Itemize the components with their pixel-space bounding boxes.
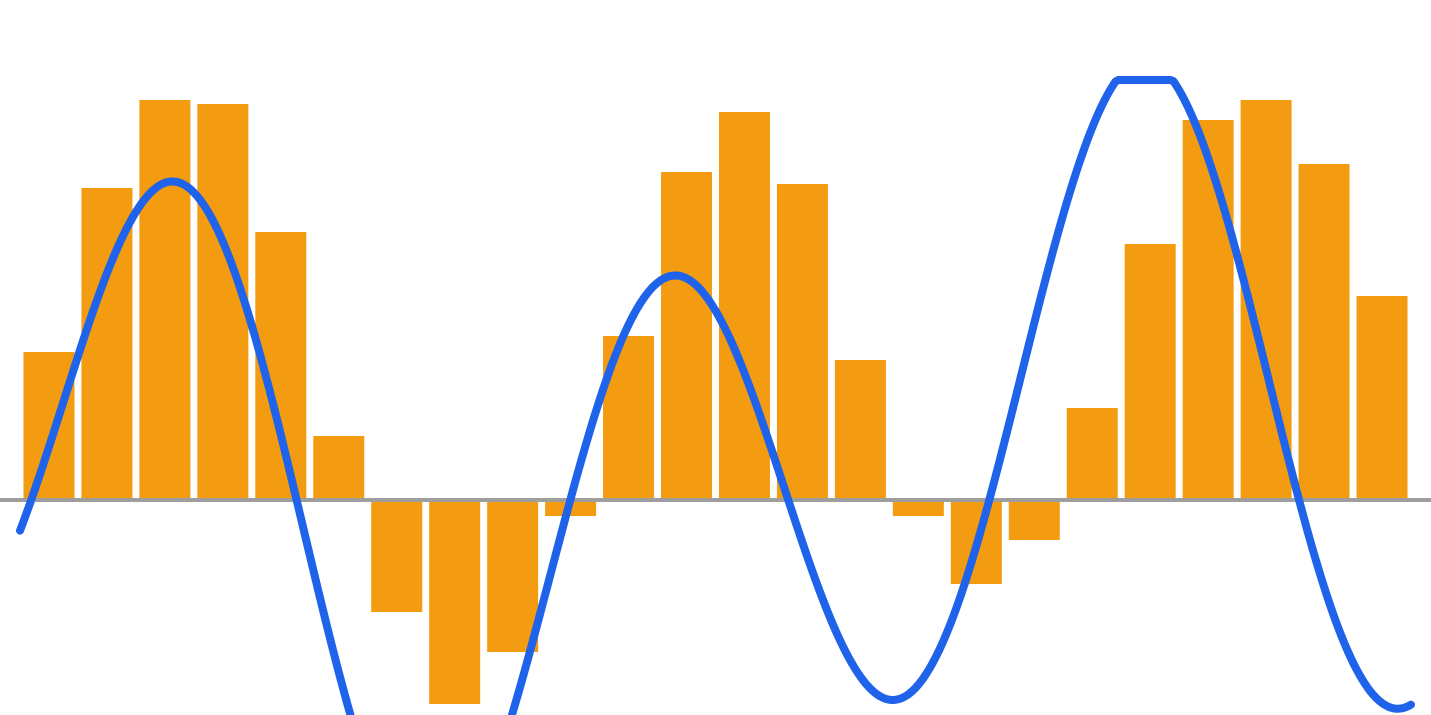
bar — [1299, 164, 1350, 500]
wave-bar-chart — [0, 0, 1431, 715]
bar — [777, 184, 828, 500]
bar — [313, 436, 364, 500]
bar — [429, 500, 480, 704]
bar — [1067, 408, 1118, 500]
bar — [1125, 244, 1176, 500]
bar — [139, 100, 190, 500]
bar — [371, 500, 422, 612]
bar — [661, 172, 712, 500]
bar — [1357, 296, 1408, 500]
bar — [1009, 500, 1060, 540]
bar — [893, 500, 944, 516]
bar — [1183, 120, 1234, 500]
bar — [719, 112, 770, 500]
chart-container — [0, 0, 1431, 715]
bar — [835, 360, 886, 500]
bar — [487, 500, 538, 652]
bar — [23, 352, 74, 500]
